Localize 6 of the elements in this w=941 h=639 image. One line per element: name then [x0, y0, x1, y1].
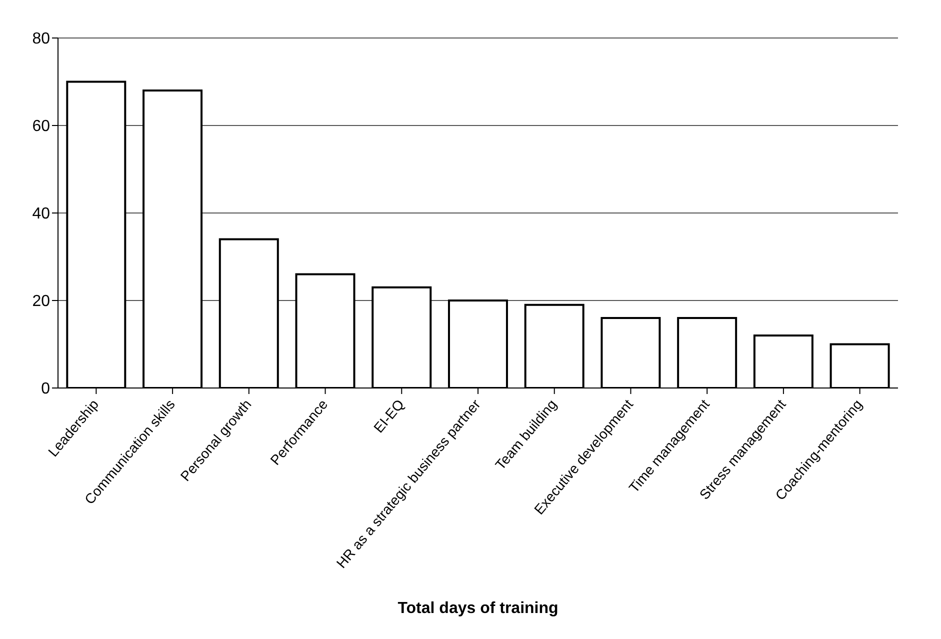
y-tick-label: 80	[32, 30, 50, 48]
x-axis-title: Total days of training	[398, 600, 558, 617]
y-tick-label: 60	[32, 118, 50, 136]
y-tick-label: 40	[32, 206, 50, 223]
y-tick-label: 0	[41, 380, 50, 398]
y-tick-label: 20	[32, 293, 50, 310]
